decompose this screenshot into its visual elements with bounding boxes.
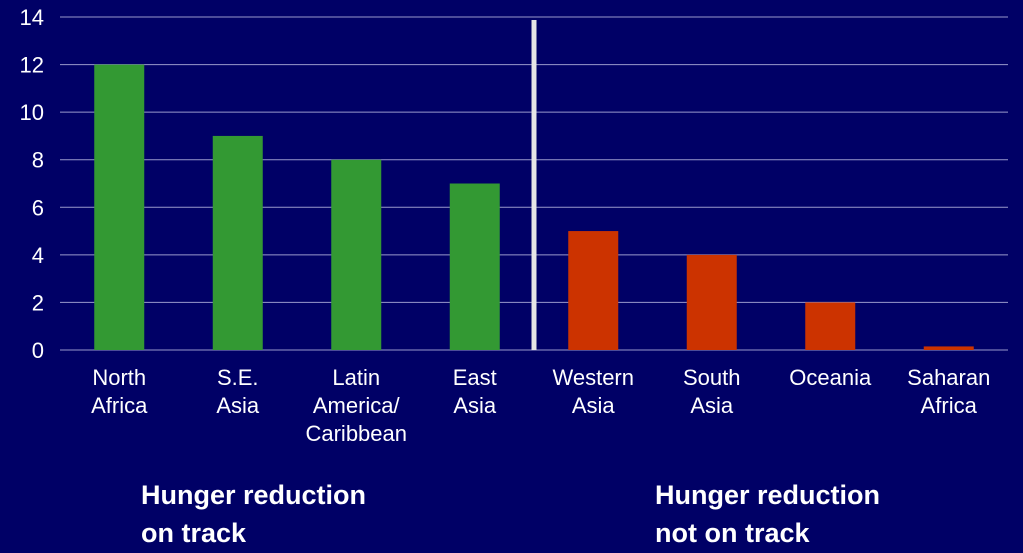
x-tick-label: Latin America/Caribbean [305,365,407,446]
x-tick-label-line: Asia [572,393,616,418]
group-label-not-on-track-line1: Hunger reduction [655,480,881,510]
x-tick-label-line: Western [552,365,634,390]
group-label-on-track: Hunger reduction on track [141,476,366,552]
bar-chart: 0 2 4 6 8 10 12 14 North Africa S.E. Asia Latin Ameri… [20,5,1008,446]
y-tick-label: 10 [20,100,44,125]
y-tick-label: 12 [20,53,44,78]
group-label-on-track-line1: Hunger reduction [141,480,367,510]
bar [212,135,263,350]
y-tick-label: 4 [32,243,44,268]
bar [923,346,974,350]
y-tick-label: 8 [32,148,44,173]
x-tick-label-line: Latin [332,365,380,390]
x-tick-label-line: Saharan [907,365,990,390]
x-tick-label-line: South [683,365,741,390]
y-tick-label: 14 [20,5,44,30]
x-tick-label-line: Oceania [789,365,872,390]
x-tick-label: South Asia [683,365,741,418]
x-tick-label-line: Africa [91,393,148,418]
x-tick-label-line: S.E. [217,365,259,390]
bar [686,254,737,350]
y-tick-label: 6 [32,195,44,220]
bar [331,159,382,350]
bar [805,302,856,350]
x-tick-label-line: Asia [690,393,734,418]
bar [94,64,145,351]
x-tick-label-line: North [92,365,146,390]
group-label-on-track-line2: on track [141,518,247,548]
x-tick-label-line: America/ [313,393,401,418]
x-tick-label: Saharan Africa [907,365,990,418]
group-label-not-on-track: Hunger reduction not on track [655,476,880,552]
x-tick-label-line: Asia [453,393,497,418]
x-tick-label: Western Asia [552,365,634,418]
x-tick-label: Oceania [789,365,872,390]
x-tick-label: S.E. Asia [216,365,260,418]
x-tick-label: East Asia [453,365,497,418]
x-tick-label: North Africa [91,365,148,418]
y-tick-label: 0 [32,338,44,363]
bar [568,231,619,350]
x-tick-label-line: Asia [216,393,260,418]
x-tick-label-line: Caribbean [305,421,407,446]
x-tick-label-line: East [453,365,497,390]
x-tick-label-line: Africa [921,393,978,418]
bar [449,183,500,350]
group-label-not-on-track-line2: not on track [655,518,810,548]
y-tick-label: 2 [32,290,44,315]
